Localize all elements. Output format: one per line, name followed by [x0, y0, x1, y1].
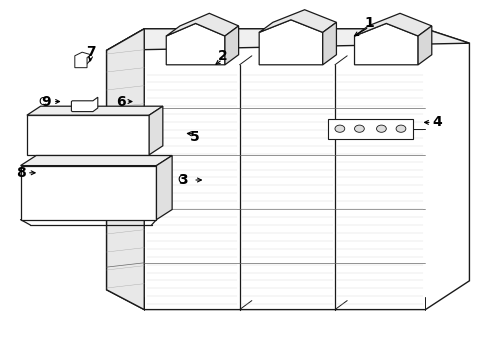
Text: 5: 5 — [189, 130, 199, 144]
Polygon shape — [417, 26, 431, 65]
Text: 3: 3 — [178, 173, 188, 187]
Circle shape — [376, 125, 386, 132]
Text: 6: 6 — [116, 95, 126, 108]
Polygon shape — [106, 29, 468, 50]
Polygon shape — [354, 13, 431, 36]
Polygon shape — [106, 29, 468, 310]
Polygon shape — [71, 97, 98, 112]
Polygon shape — [156, 156, 172, 220]
Polygon shape — [259, 10, 336, 32]
Polygon shape — [259, 20, 322, 65]
Circle shape — [334, 125, 344, 132]
Polygon shape — [106, 29, 144, 310]
Polygon shape — [322, 22, 336, 65]
Polygon shape — [327, 119, 412, 139]
Polygon shape — [149, 106, 163, 155]
Circle shape — [395, 125, 405, 132]
Polygon shape — [75, 52, 91, 68]
Text: 8: 8 — [16, 166, 25, 180]
Text: 1: 1 — [364, 17, 373, 30]
Text: 4: 4 — [432, 116, 442, 129]
Circle shape — [354, 125, 364, 132]
Text: 7: 7 — [85, 45, 95, 59]
Polygon shape — [27, 115, 149, 155]
Text: C: C — [39, 96, 46, 107]
Polygon shape — [20, 156, 172, 166]
Text: 2: 2 — [217, 49, 227, 63]
Polygon shape — [224, 26, 238, 65]
Text: C: C — [177, 175, 184, 185]
Polygon shape — [166, 13, 238, 36]
Text: 9: 9 — [41, 95, 51, 108]
Polygon shape — [166, 23, 224, 65]
Polygon shape — [20, 166, 156, 220]
Polygon shape — [354, 23, 417, 65]
Polygon shape — [27, 106, 163, 115]
